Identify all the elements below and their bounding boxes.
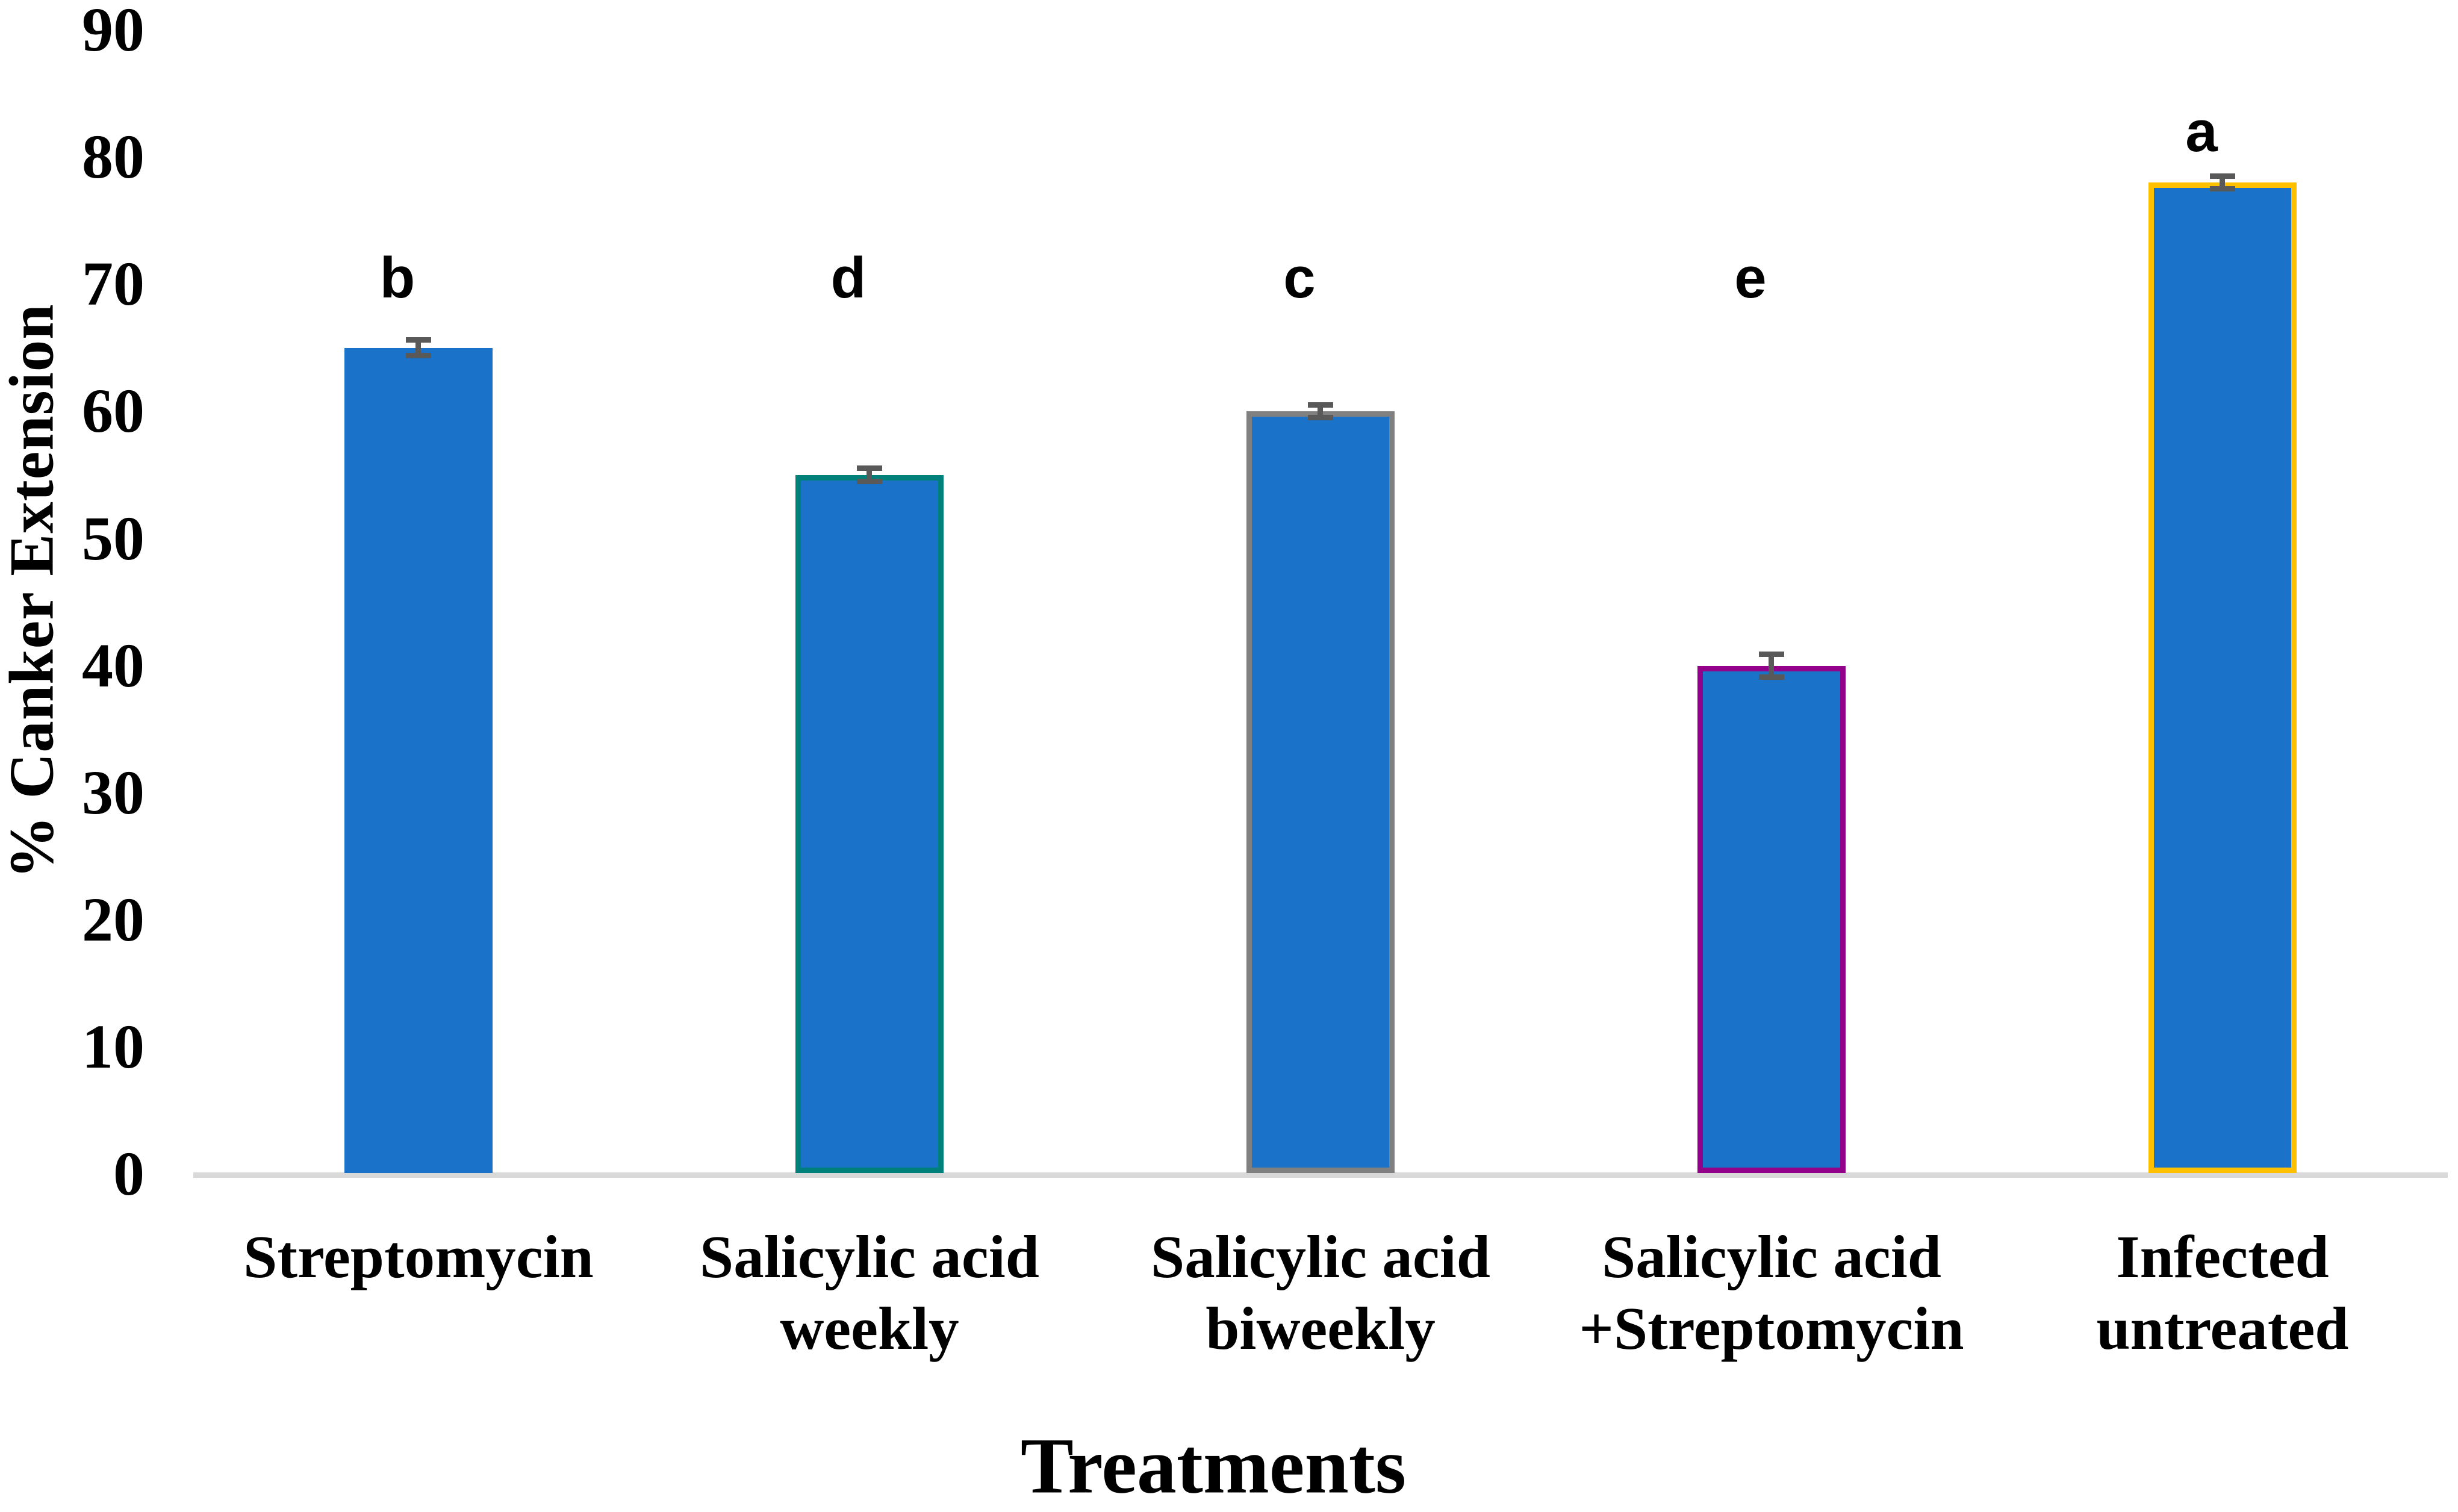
x-category-label-line: Salicylic acid [1602, 1223, 1941, 1290]
error-bar-top-cap [1308, 402, 1333, 408]
x-axis-title: Treatments [1020, 1421, 1407, 1510]
significance-letter: d [830, 246, 867, 310]
y-tick-label: 40 [82, 631, 145, 700]
x-category-label-line: Infected [2116, 1223, 2329, 1290]
bar-3 [1246, 411, 1395, 1173]
significance-letter: a [2185, 99, 2218, 164]
y-tick-label: 60 [82, 376, 145, 446]
error-bar-top-cap [1759, 652, 1784, 657]
x-axis-line [193, 1172, 2448, 1178]
y-tick-label: 90 [82, 0, 145, 64]
y-tick-label: 30 [82, 758, 145, 827]
error-bar-line [2220, 176, 2225, 189]
error-bar-line [1769, 655, 1774, 677]
significance-letter: b [379, 246, 415, 310]
error-bar-bottom-cap [1759, 674, 1784, 680]
bar-5 [2148, 182, 2297, 1173]
error-bar-line [867, 468, 872, 482]
x-category-label-line: Streptomycin [243, 1223, 594, 1290]
x-category-label: Streptomycin [178, 1221, 659, 1293]
bar-4 [1697, 666, 1846, 1173]
error-bar-top-cap [406, 337, 431, 343]
significance-letter: e [1734, 246, 1767, 310]
x-category-label-line: biweekly [1206, 1295, 1436, 1362]
x-category-label-line: Salicylic acid [700, 1223, 1039, 1290]
x-category-label: Infected untreated [1982, 1221, 2458, 1364]
x-category-label-line: +Streptomycin [1579, 1295, 1964, 1362]
error-bar-bottom-cap [857, 479, 882, 484]
error-bar-line [415, 340, 421, 356]
y-tick-label: 10 [82, 1012, 145, 1081]
significance-letter: c [1283, 246, 1316, 310]
bar-2 [795, 475, 944, 1173]
error-bar-top-cap [2210, 173, 2235, 179]
error-bar-top-cap [857, 465, 882, 471]
y-tick-label: 0 [113, 1139, 145, 1209]
x-category-label: Salicylic acid biweekly [1080, 1221, 1561, 1364]
error-bar-line [1318, 405, 1323, 418]
x-category-label: Salicylic acid weekly [629, 1221, 1110, 1364]
error-bar-bottom-cap [2210, 186, 2235, 191]
error-bar-bottom-cap [1308, 415, 1333, 420]
bar-1 [344, 348, 493, 1173]
x-category-label-line: Salicylic acid [1151, 1223, 1490, 1290]
y-tick-label: 20 [82, 885, 145, 954]
y-tick-label: 70 [82, 249, 145, 319]
x-category-label: Salicylic acid +Streptomycin [1531, 1221, 2012, 1364]
y-tick-label: 80 [82, 122, 145, 191]
x-category-label-line: weekly [780, 1295, 959, 1362]
y-tick-label: 50 [82, 504, 145, 573]
error-bar-bottom-cap [406, 353, 431, 358]
x-category-label-line: untreated [2096, 1295, 2349, 1362]
